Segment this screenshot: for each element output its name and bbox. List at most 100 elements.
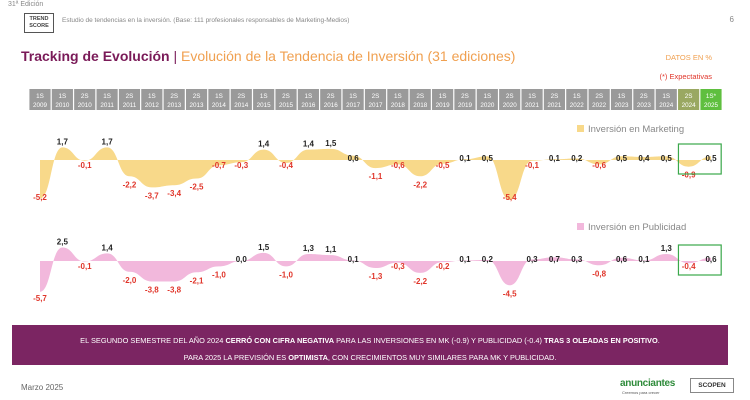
period-header-cell: [74, 89, 96, 110]
tracking-chart: 1S 2009 1S 2010 2S 2010 1S 2011 2S 2011 1S 2012 2S 20…: [29, 89, 722, 303]
data-label: 0,7: [549, 255, 561, 264]
data-label: 1,1: [325, 245, 337, 254]
scopen-logo: SCOPEN: [690, 378, 734, 393]
data-label: 1,5: [325, 139, 337, 148]
logo-line2: SCORE: [29, 23, 49, 29]
period-semester-label: 2S: [193, 93, 201, 100]
banner-highlight: CERRÓ CON CIFRA NEGATIVA: [225, 336, 335, 345]
banner-line1: EL SEGUNDO SEMESTRE DEL AÑO 2024 CERRÓ C…: [12, 332, 728, 349]
data-label: 0,1: [459, 255, 471, 264]
period-header-cell: [230, 89, 252, 110]
data-label: -2,1: [190, 276, 204, 285]
data-label: -4,5: [503, 289, 517, 298]
period-semester-label: 1S: [305, 93, 313, 100]
period-semester-label: 1S: [528, 93, 536, 100]
period-year-label: 2014: [234, 102, 249, 109]
period-header-cell: [432, 89, 454, 110]
banner-highlight: TRAS 3 OLEADAS EN POSITIVO: [543, 336, 658, 345]
data-label: 0,1: [348, 255, 360, 264]
period-year-label: 2025: [704, 102, 719, 109]
period-year-label: 2023: [615, 102, 630, 109]
page-number: 6: [729, 15, 734, 24]
data-label: 0,5: [661, 154, 673, 163]
period-semester-label: 1S: [103, 93, 111, 100]
data-label: 1,3: [303, 244, 315, 253]
period-header-cell: [118, 89, 141, 110]
data-label: -0,3: [391, 262, 405, 271]
period-semester-label: 2S: [640, 93, 648, 100]
period-header-cell: [253, 89, 275, 110]
period-year-label: 2015: [279, 102, 294, 109]
period-header-cell: [141, 89, 163, 110]
data-label: -0,1: [78, 161, 92, 170]
data-label: -0,1: [525, 161, 539, 170]
period-year-label: 2021: [547, 102, 562, 109]
period-year-label: 2022: [570, 102, 585, 109]
data-label: -0,3: [234, 161, 248, 170]
period-header-cell: [185, 89, 208, 110]
period-year-label: 2017: [368, 102, 383, 109]
period-year-label: 2024: [659, 102, 674, 109]
period-year-label: 2016: [301, 102, 316, 109]
period-header-cell: [409, 89, 431, 110]
period-header-cell: [297, 89, 319, 110]
data-label: -0,1: [78, 262, 92, 271]
period-semester-label: 1S: [662, 93, 670, 100]
data-label: -0,5: [436, 161, 450, 170]
banner-text: PARA LAS INVERSIONES EN MK (-0.9) Y PUBL…: [334, 336, 544, 345]
period-header-cell: [499, 89, 521, 110]
data-label: 0,5: [616, 154, 628, 163]
period-semester-label: 1S: [148, 93, 156, 100]
period-year-label: 2012: [145, 102, 160, 109]
period-year-label: 2019: [436, 102, 451, 109]
footer-date: Marzo 2025: [21, 383, 64, 392]
legend-swatch: [577, 125, 584, 132]
period-semester-label: 2S: [461, 93, 469, 100]
period-header-cell: [275, 89, 297, 110]
series-area-publicidad: [40, 247, 711, 292]
period-year-label: 2018: [391, 102, 406, 109]
period-header-cell: [700, 89, 722, 110]
data-label: -0,6: [391, 161, 405, 170]
period-header-cell: [521, 89, 543, 110]
legend-label: Inversión en Marketing: [588, 124, 684, 135]
title-separator: |: [173, 48, 178, 64]
banner-text: .: [657, 336, 660, 345]
edition-label: 31ª Edición: [8, 1, 44, 8]
period-semester-label: 1S: [260, 93, 268, 100]
banner-text: , CON CRECIMIENTOS MUY SIMILARES PARA MK…: [327, 353, 557, 362]
period-semester-label: 2S: [551, 93, 559, 100]
period-semester-label: 2S: [372, 93, 380, 100]
data-label: -5,7: [33, 294, 47, 303]
period-semester-label: 1S: [483, 93, 491, 100]
data-label: -2,2: [413, 180, 427, 189]
banner-line2: PARA 2025 LA PREVISIÓN ES OPTIMISTA, CON…: [12, 349, 728, 366]
period-year-label: 2011: [100, 102, 114, 109]
series-area-marketing: [40, 147, 711, 200]
data-label: -1,0: [212, 270, 226, 279]
period-semester-label: 2S: [416, 93, 424, 100]
period-header-cell: [566, 89, 588, 110]
data-label: 1,7: [57, 137, 69, 146]
data-label: 0,0: [236, 255, 248, 264]
period-semester-label: 1S: [618, 93, 626, 100]
expectations-note: (*) Expectativas: [659, 72, 712, 81]
data-label: 0,3: [527, 255, 539, 264]
data-label: -5,2: [33, 193, 47, 202]
period-semester-label: 2S: [170, 93, 178, 100]
period-semester-label: 1S*: [706, 93, 717, 100]
data-label: 0,2: [482, 255, 494, 264]
period-header-cell: [51, 89, 73, 110]
period-header-cell: [678, 89, 700, 110]
data-label: 1,4: [258, 140, 270, 149]
data-label: -0,4: [279, 161, 293, 170]
banner-text: EL SEGUNDO SEMESTRE DEL AÑO 2024: [80, 336, 226, 345]
data-label: 0,4: [638, 154, 650, 163]
data-label: 0,6: [705, 255, 717, 264]
period-header-cell: [610, 89, 633, 110]
anunciantes-logo: anunciantes: [620, 378, 676, 389]
title-sub: Evolución de la Tendencia de Inversión (…: [181, 48, 516, 64]
period-year-label: 2010: [55, 102, 70, 109]
period-year-label: 2024: [682, 102, 697, 109]
period-header-cell: [655, 89, 677, 110]
